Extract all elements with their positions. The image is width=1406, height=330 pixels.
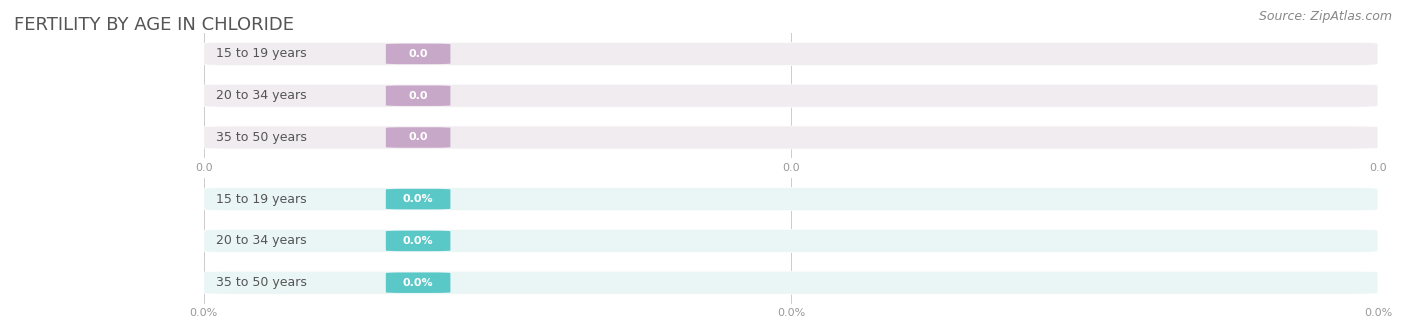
FancyBboxPatch shape [385, 44, 450, 64]
Text: 0.0: 0.0 [408, 49, 427, 59]
Text: FERTILITY BY AGE IN CHLORIDE: FERTILITY BY AGE IN CHLORIDE [14, 16, 294, 35]
Text: 0.0%: 0.0% [402, 278, 433, 288]
FancyBboxPatch shape [385, 189, 450, 209]
FancyBboxPatch shape [385, 231, 450, 251]
Text: Source: ZipAtlas.com: Source: ZipAtlas.com [1258, 10, 1392, 23]
FancyBboxPatch shape [385, 127, 450, 148]
Text: 0.0%: 0.0% [402, 194, 433, 204]
FancyBboxPatch shape [204, 229, 1378, 252]
Text: 0.0: 0.0 [408, 133, 427, 143]
Text: 0.0: 0.0 [408, 91, 427, 101]
Text: 15 to 19 years: 15 to 19 years [215, 48, 307, 60]
FancyBboxPatch shape [204, 42, 1378, 65]
Text: 0.0%: 0.0% [402, 236, 433, 246]
FancyBboxPatch shape [204, 84, 1378, 107]
FancyBboxPatch shape [385, 273, 450, 293]
FancyBboxPatch shape [204, 187, 1378, 211]
Text: 15 to 19 years: 15 to 19 years [215, 193, 307, 206]
Text: 35 to 50 years: 35 to 50 years [215, 276, 307, 289]
Text: 20 to 34 years: 20 to 34 years [215, 234, 307, 248]
Text: 35 to 50 years: 35 to 50 years [215, 131, 307, 144]
Text: 20 to 34 years: 20 to 34 years [215, 89, 307, 102]
FancyBboxPatch shape [204, 126, 1378, 149]
FancyBboxPatch shape [204, 271, 1378, 294]
FancyBboxPatch shape [385, 85, 450, 106]
